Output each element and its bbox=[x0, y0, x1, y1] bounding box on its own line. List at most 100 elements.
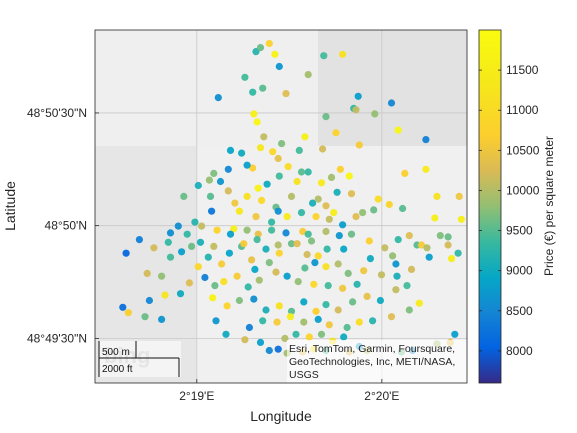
data-point bbox=[399, 204, 407, 213]
data-point bbox=[340, 333, 348, 341]
data-point bbox=[293, 240, 301, 248]
data-point bbox=[275, 249, 283, 257]
data-point bbox=[355, 141, 363, 149]
grid-lines bbox=[95, 30, 467, 383]
data-point bbox=[322, 263, 330, 271]
data-point bbox=[249, 164, 257, 172]
data-point bbox=[282, 229, 290, 237]
data-point bbox=[218, 260, 226, 268]
data-point bbox=[423, 244, 431, 252]
data-point bbox=[300, 318, 308, 326]
data-point bbox=[245, 323, 253, 332]
data-point bbox=[301, 264, 309, 272]
data-point bbox=[287, 307, 296, 315]
data-point bbox=[268, 226, 276, 234]
data-point bbox=[287, 192, 296, 200]
data-point bbox=[353, 280, 361, 288]
data-point bbox=[305, 333, 313, 341]
data-point bbox=[387, 99, 396, 107]
data-point bbox=[339, 284, 347, 292]
data-point bbox=[124, 309, 132, 317]
data-point bbox=[457, 215, 465, 223]
data-point bbox=[243, 226, 251, 234]
data-point bbox=[293, 177, 301, 186]
data-point bbox=[345, 172, 353, 180]
data-point bbox=[224, 165, 232, 173]
data-point bbox=[407, 265, 416, 273]
data-point bbox=[307, 237, 316, 245]
data-point bbox=[274, 154, 282, 163]
scale-bar: 500 m 2000 ft bbox=[98, 341, 181, 377]
data-point bbox=[447, 255, 456, 263]
data-point bbox=[422, 136, 430, 144]
data-point bbox=[178, 248, 186, 256]
data-point bbox=[262, 245, 270, 253]
data-point bbox=[265, 39, 273, 48]
axes-frame bbox=[94, 29, 468, 384]
data-point bbox=[256, 144, 265, 152]
data-point bbox=[314, 195, 322, 203]
data-point bbox=[314, 252, 322, 260]
data-point bbox=[366, 255, 374, 263]
x-tick-label: 2°20'E bbox=[364, 389, 399, 403]
attribution-line: GeoTechnologies, Inc, METI/NASA, bbox=[289, 356, 455, 368]
data-point bbox=[292, 330, 300, 338]
data-point bbox=[222, 330, 230, 338]
data-point bbox=[394, 126, 402, 134]
data-point bbox=[385, 200, 393, 209]
data-point bbox=[319, 145, 327, 153]
data-point bbox=[248, 256, 256, 264]
x-tick-label: 2°19'E bbox=[179, 389, 214, 403]
data-point bbox=[194, 263, 202, 271]
data-point bbox=[320, 52, 328, 60]
data-point bbox=[251, 265, 259, 273]
colorbar-label: Price (€) per square meter bbox=[542, 136, 556, 276]
data-point bbox=[363, 292, 371, 300]
data-point bbox=[392, 260, 400, 268]
data-point bbox=[322, 202, 330, 210]
data-point bbox=[354, 92, 362, 100]
data-point bbox=[225, 249, 233, 257]
data-point bbox=[166, 253, 175, 261]
data-point bbox=[287, 240, 296, 248]
data-point bbox=[415, 299, 423, 307]
data-point bbox=[143, 269, 151, 277]
data-point bbox=[252, 213, 260, 221]
data-point bbox=[210, 242, 218, 250]
y-axis: 48°50'30"N 48°50'N 48°49'30"N bbox=[27, 106, 99, 345]
data-point bbox=[263, 180, 271, 188]
data-point bbox=[340, 245, 348, 253]
data-point bbox=[405, 232, 413, 240]
data-point bbox=[347, 190, 356, 198]
data-point bbox=[265, 346, 273, 355]
data-point bbox=[454, 249, 462, 257]
data-point bbox=[201, 273, 209, 282]
colorbar-tick-label: 11500 bbox=[506, 63, 539, 77]
data-point bbox=[317, 179, 326, 187]
data-point bbox=[376, 296, 384, 305]
data-point bbox=[259, 317, 267, 325]
data-point bbox=[387, 313, 396, 321]
data-point bbox=[294, 278, 302, 286]
data-point bbox=[258, 196, 266, 204]
data-point bbox=[312, 213, 320, 221]
data-point bbox=[334, 306, 342, 314]
data-point bbox=[304, 168, 312, 176]
colorbar-tick-label: 9500 bbox=[506, 224, 533, 238]
data-point bbox=[208, 207, 216, 215]
data-point bbox=[262, 306, 270, 314]
data-point bbox=[253, 236, 261, 244]
data-point bbox=[332, 129, 340, 137]
data-point bbox=[150, 244, 158, 252]
data-point bbox=[273, 318, 281, 326]
data-point bbox=[254, 184, 262, 192]
scatter-points bbox=[119, 39, 465, 357]
data-point bbox=[325, 215, 333, 223]
colorbar-ticks: 8000 8500 9000 9500 10000 10500 11000 11500 bbox=[479, 63, 540, 358]
scale-bar-imperial: 2000 ft bbox=[102, 364, 133, 375]
data-point bbox=[392, 286, 400, 294]
data-point bbox=[330, 209, 338, 217]
data-point bbox=[180, 192, 188, 200]
y-tick-label: 48°50'30"N bbox=[27, 106, 87, 120]
data-point bbox=[196, 238, 205, 246]
